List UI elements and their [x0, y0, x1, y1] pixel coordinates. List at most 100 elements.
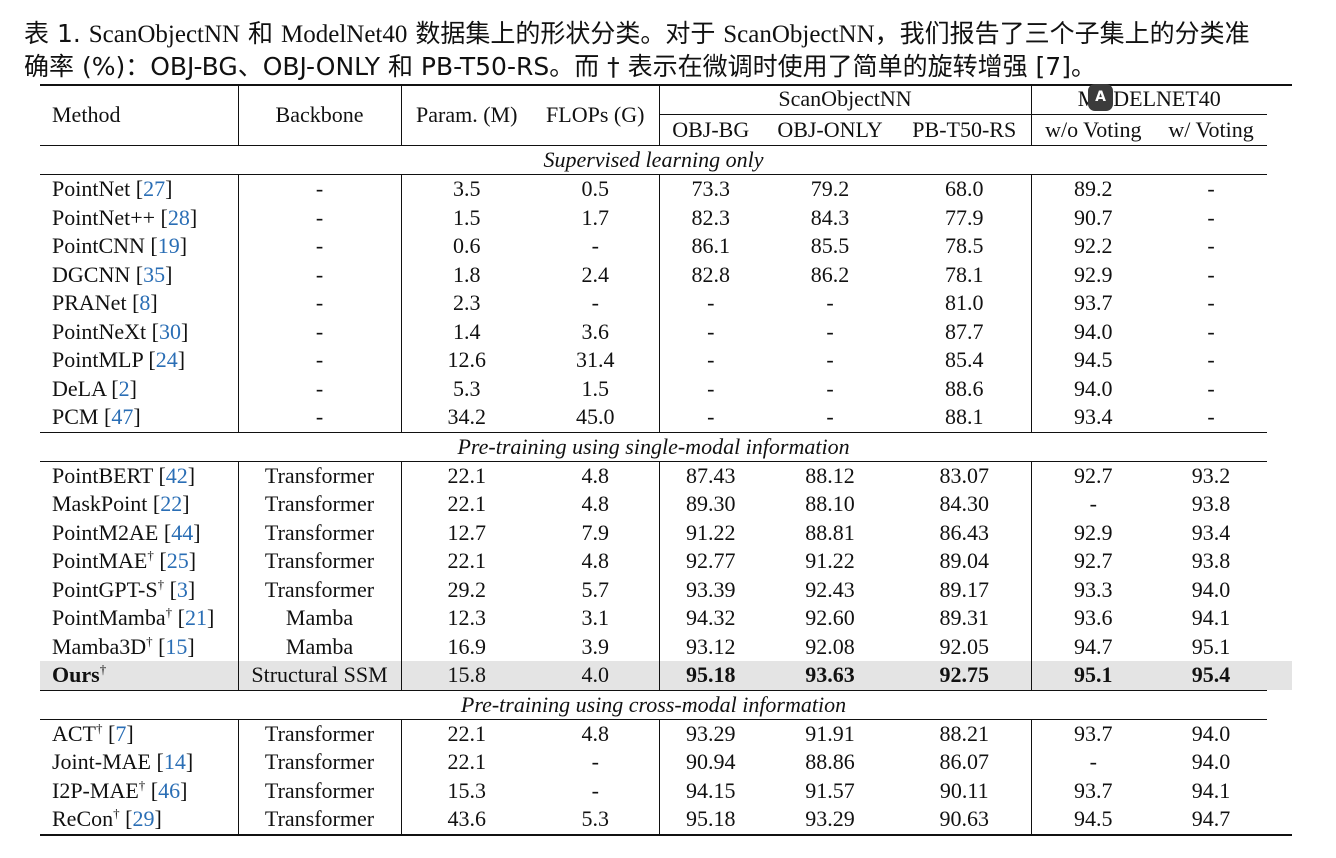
table-row: PCM [47] -34.2 45.0- -88.1 93.4- — [40, 403, 1292, 432]
spacer — [1267, 84, 1292, 115]
method-cell: Joint-MAE [14] — [40, 748, 239, 777]
method-cell: PointBERT [42] — [40, 461, 239, 490]
table-body: Supervised learning only PointNet [27] -3.… — [40, 145, 1293, 836]
annotation-badge[interactable]: A — [1088, 84, 1113, 111]
table-row: PointMAE† [25] Transformer 22.1 4.8 92.77 91.… — [40, 547, 1292, 576]
caption-label: 表 1. — [24, 19, 89, 48]
spacer — [1267, 805, 1293, 836]
citation-link[interactable]: 25 — [166, 548, 189, 574]
method-name: ReCon — [52, 806, 114, 832]
col-header-flops: FLOPs (G) — [532, 84, 660, 146]
obj-bg-cell: - — [707, 375, 715, 401]
citation-link[interactable]: 15 — [165, 633, 188, 659]
section-header-row: Supervised learning only — [40, 145, 1292, 175]
backbone-cell: Transformer — [238, 776, 402, 805]
method-name: Ours — [52, 662, 100, 688]
method-cell: PointM2AE [44] — [40, 518, 239, 547]
citation-link[interactable]: 21 — [185, 605, 207, 631]
col-group-modelnet40: MODELNET40 — [1031, 84, 1268, 115]
params-cell: 22.1 — [447, 720, 487, 746]
params-cell: 1.4 — [453, 318, 481, 344]
backbone-cell: - — [238, 203, 402, 232]
w-voting-cell: - — [1207, 375, 1215, 401]
wo-voting-cell: 94.0 — [1074, 375, 1113, 401]
obj-bg-cell: 94.15 — [686, 777, 736, 803]
params-cell: 15.3 — [447, 777, 487, 803]
obj-only-cell: - — [826, 290, 834, 316]
backbone-cell: Transformer — [238, 575, 402, 604]
obj-only-cell: - — [826, 347, 834, 373]
backbone-cell: - — [238, 403, 402, 432]
wo-voting-cell: 92.9 — [1074, 519, 1113, 545]
citation-link[interactable]: 42 — [165, 462, 188, 488]
obj-only-cell: 92.43 — [805, 576, 855, 602]
table-header: Method Backbone Param. (M) FLOPs (G) Sca… — [40, 84, 1292, 146]
obj-bg-cell: 82.3 — [691, 204, 731, 230]
pb-t50-rs-cell: 90.63 — [898, 805, 1032, 836]
obj-only-cell: 91.57 — [805, 777, 855, 803]
caption-text: ScanObjectNN — [88, 21, 241, 48]
method-cell: ReCon† [29] — [40, 805, 239, 836]
params-cell: 3.5 — [453, 176, 481, 202]
citation-link[interactable]: 3 — [176, 576, 188, 602]
section-title: Pre-training using single-modal informat… — [40, 431, 1268, 462]
backbone-cell: Transformer — [238, 547, 402, 576]
obj-bg-cell: - — [707, 290, 715, 316]
citation-link[interactable]: 29 — [132, 806, 155, 832]
w-voting-cell: - — [1207, 204, 1215, 230]
backbone-cell: Transformer — [238, 805, 402, 836]
spacer — [1267, 261, 1292, 290]
citation-link[interactable]: 44 — [171, 519, 194, 545]
table-row: PointGPT-S† [3] Transformer 29.2 5.7 93.39 92… — [40, 575, 1292, 604]
spacer — [1267, 633, 1292, 662]
w-voting-cell: - — [1207, 176, 1215, 202]
backbone-cell: - — [238, 374, 402, 403]
method-name: PointGPT-S — [52, 576, 158, 602]
table-row: PointNet [27] -3.5 0.5 73.3 79.2 68.0 89.2- — [40, 174, 1292, 204]
spacer — [1267, 661, 1293, 690]
backbone-cell: Mamba — [238, 604, 402, 633]
citation-link[interactable]: 46 — [158, 777, 181, 803]
obj-bg-cell: 86.1 — [691, 233, 731, 259]
params-cell: 29.2 — [447, 576, 487, 602]
method-name: MaskPoint — [52, 491, 148, 517]
wo-voting-cell: 94.5 — [1074, 347, 1113, 373]
flops-cell: 5.3 — [532, 805, 660, 836]
method-name: DGCNN — [52, 261, 131, 287]
citation-link[interactable]: 30 — [158, 318, 181, 344]
citation-link[interactable]: 8 — [139, 290, 151, 316]
citation-link[interactable]: 24 — [155, 347, 178, 373]
params-cell: 0.6 — [453, 233, 481, 259]
flops-cell: 4.8 — [532, 719, 660, 748]
citation-link[interactable]: 2 — [118, 375, 130, 401]
table-row: DGCNN [35] -1.8 2.4 82.8 86.2 78.1 92.9- — [40, 260, 1292, 290]
caption-text-line2: 确率 (%)：OBJ-BG、OBJ-ONLY 和 PB-T50-RS。而 † 表… — [24, 52, 1096, 81]
citation-link[interactable]: 19 — [157, 233, 180, 259]
table-row: PRANet [8] -2.3- - -81.0 93.7- — [40, 289, 1292, 318]
wo-voting-cell: 94.0 — [1074, 318, 1113, 344]
obj-only-cell: 93.29 — [762, 805, 898, 836]
obj-bg-cell: - — [707, 318, 715, 344]
pb-t50-rs-cell: 85.4 — [898, 346, 1032, 375]
flops-cell: 5.7 — [532, 575, 660, 604]
method-name: PointNet++ — [52, 204, 156, 230]
citation-link[interactable]: 35 — [143, 261, 166, 287]
backbone-cell: - — [238, 174, 402, 204]
citation-link[interactable]: 22 — [160, 491, 183, 517]
pb-t50-rs-cell: 86.07 — [898, 748, 1032, 777]
table-row: Mamba3D† [15] Mamba 16.9 3.9 93.12 92.08 92.05… — [40, 632, 1292, 662]
params-cell: 43.6 — [401, 805, 532, 836]
citation-link[interactable]: 7 — [115, 720, 127, 746]
obj-only-cell: 88.86 — [805, 749, 855, 775]
citation-link[interactable]: 27 — [143, 176, 166, 202]
citation-link[interactable]: 47 — [111, 404, 134, 430]
col-header-w-voting: w/ Voting — [1155, 114, 1268, 146]
citation-link[interactable]: 14 — [163, 749, 186, 775]
pb-t50-rs-cell: 88.21 — [898, 719, 1032, 748]
flops-cell: - — [532, 776, 660, 805]
params-cell: 34.2 — [447, 404, 487, 430]
method-name: PointM2AE — [52, 519, 159, 545]
spacer — [1267, 690, 1292, 719]
w-voting-cell: 94.1 — [1191, 605, 1231, 631]
citation-link[interactable]: 28 — [167, 204, 190, 230]
